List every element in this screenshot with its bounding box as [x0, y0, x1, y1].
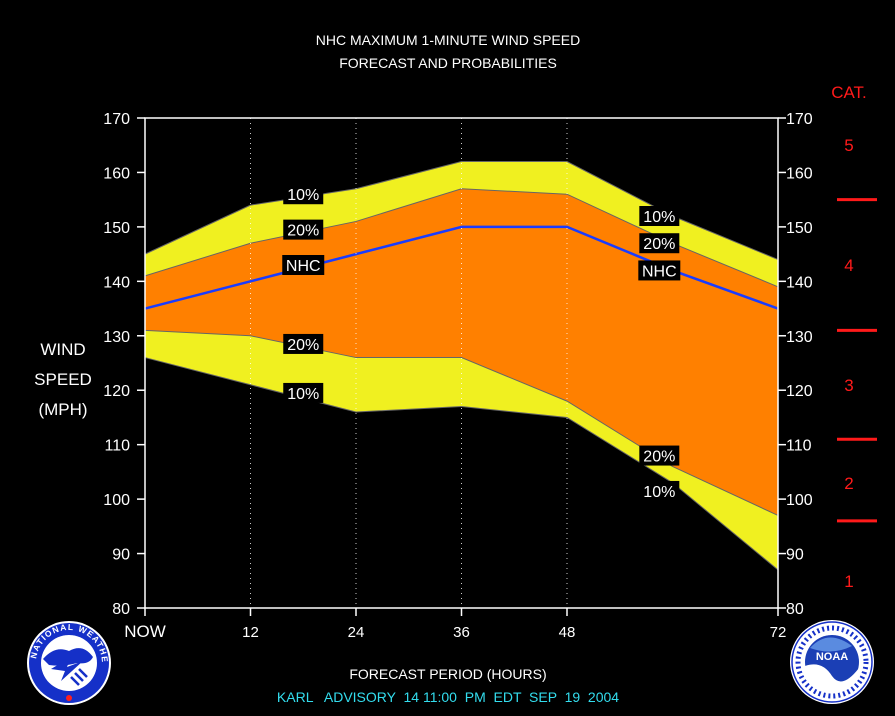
x-axis-label: FORECAST PERIOD (HOURS) [349, 666, 546, 682]
band-label-bg [283, 184, 324, 205]
band-label: 20% [287, 337, 319, 354]
y-tick-label-left: 90 [112, 547, 130, 564]
y-tick-label-right: 130 [786, 329, 813, 346]
band-label: 10% [287, 386, 319, 403]
band-label-bg [283, 219, 324, 240]
band-label: 20% [643, 236, 675, 253]
y-tick-label-left: 140 [103, 274, 130, 291]
band-label-bg [639, 206, 680, 226]
band-label-bg [639, 233, 680, 254]
x-tick-label: 48 [559, 624, 576, 641]
y-axis-label-line1: WIND [40, 340, 85, 359]
category-label-5: 5 [844, 136, 853, 155]
series-edge-lower-20 [144, 329, 779, 516]
y-tick-label-right: 110 [786, 438, 812, 455]
y-tick-label-right: 100 [786, 492, 813, 509]
category-title: CAT. [831, 83, 867, 102]
advisory-footer: KARL ADVISORY 14 11:00 PM EDT SEP 19 200… [277, 689, 619, 705]
category-label-3: 3 [844, 376, 853, 395]
x-tick-label: NOW [124, 622, 166, 641]
band-label-bg [283, 333, 324, 354]
y-axis-label-line2: SPEED [34, 370, 92, 389]
x-tick-label: 36 [453, 624, 470, 641]
y-tick-label-left: 100 [103, 492, 130, 509]
y-tick-label-right: 80 [786, 601, 804, 618]
nws-logo-icon: NATIONAL WEATHER SERVICE [27, 621, 111, 705]
category-label-1: 1 [844, 572, 853, 591]
y-tick-label-right: 150 [786, 220, 813, 237]
y-tick-label-left: 130 [103, 329, 130, 346]
band-label: 10% [643, 209, 675, 226]
category-label-2: 2 [844, 474, 853, 493]
band-label-bg [639, 445, 680, 466]
chart-title-line1: NHC MAXIMUM 1-MINUTE WIND SPEED [316, 32, 580, 48]
x-tick-label: 72 [770, 624, 787, 641]
y-tick-label-right: 160 [786, 165, 813, 182]
category-label-4: 4 [844, 256, 853, 275]
band-label-bg [639, 480, 680, 501]
noaa-badge-text: NOAA [816, 651, 848, 663]
band-label: 10% [287, 187, 319, 204]
x-tick-label: 24 [348, 624, 365, 641]
y-tick-label-left: 150 [103, 220, 130, 237]
band-label-bg [638, 260, 681, 281]
band-label: NHC [642, 263, 677, 280]
y-tick-label-left: 120 [103, 383, 130, 400]
y-tick-label-right: 120 [786, 383, 813, 400]
y-tick-label-left: 80 [112, 601, 130, 618]
x-tick-label: 12 [242, 624, 259, 641]
band-label-bg [282, 255, 325, 275]
chart-title-line2: FORECAST AND PROBABILITIES [339, 55, 557, 71]
y-tick-label-right: 90 [786, 547, 804, 564]
band-label: 20% [287, 223, 319, 240]
y-tick-label-right: 170 [786, 111, 813, 128]
noaa-logo-icon: NOAA [790, 620, 874, 704]
band-label: 10% [643, 484, 675, 501]
band-label: 20% [643, 449, 675, 466]
y-tick-label-right: 140 [786, 274, 813, 291]
band-label: NHC [286, 258, 321, 275]
y-tick-label-left: 160 [103, 165, 130, 182]
band-label-bg [283, 382, 324, 403]
y-tick-label-left: 170 [103, 111, 130, 128]
y-axis-label-line3: (MPH) [38, 400, 87, 419]
y-tick-label-left: 110 [104, 438, 130, 455]
